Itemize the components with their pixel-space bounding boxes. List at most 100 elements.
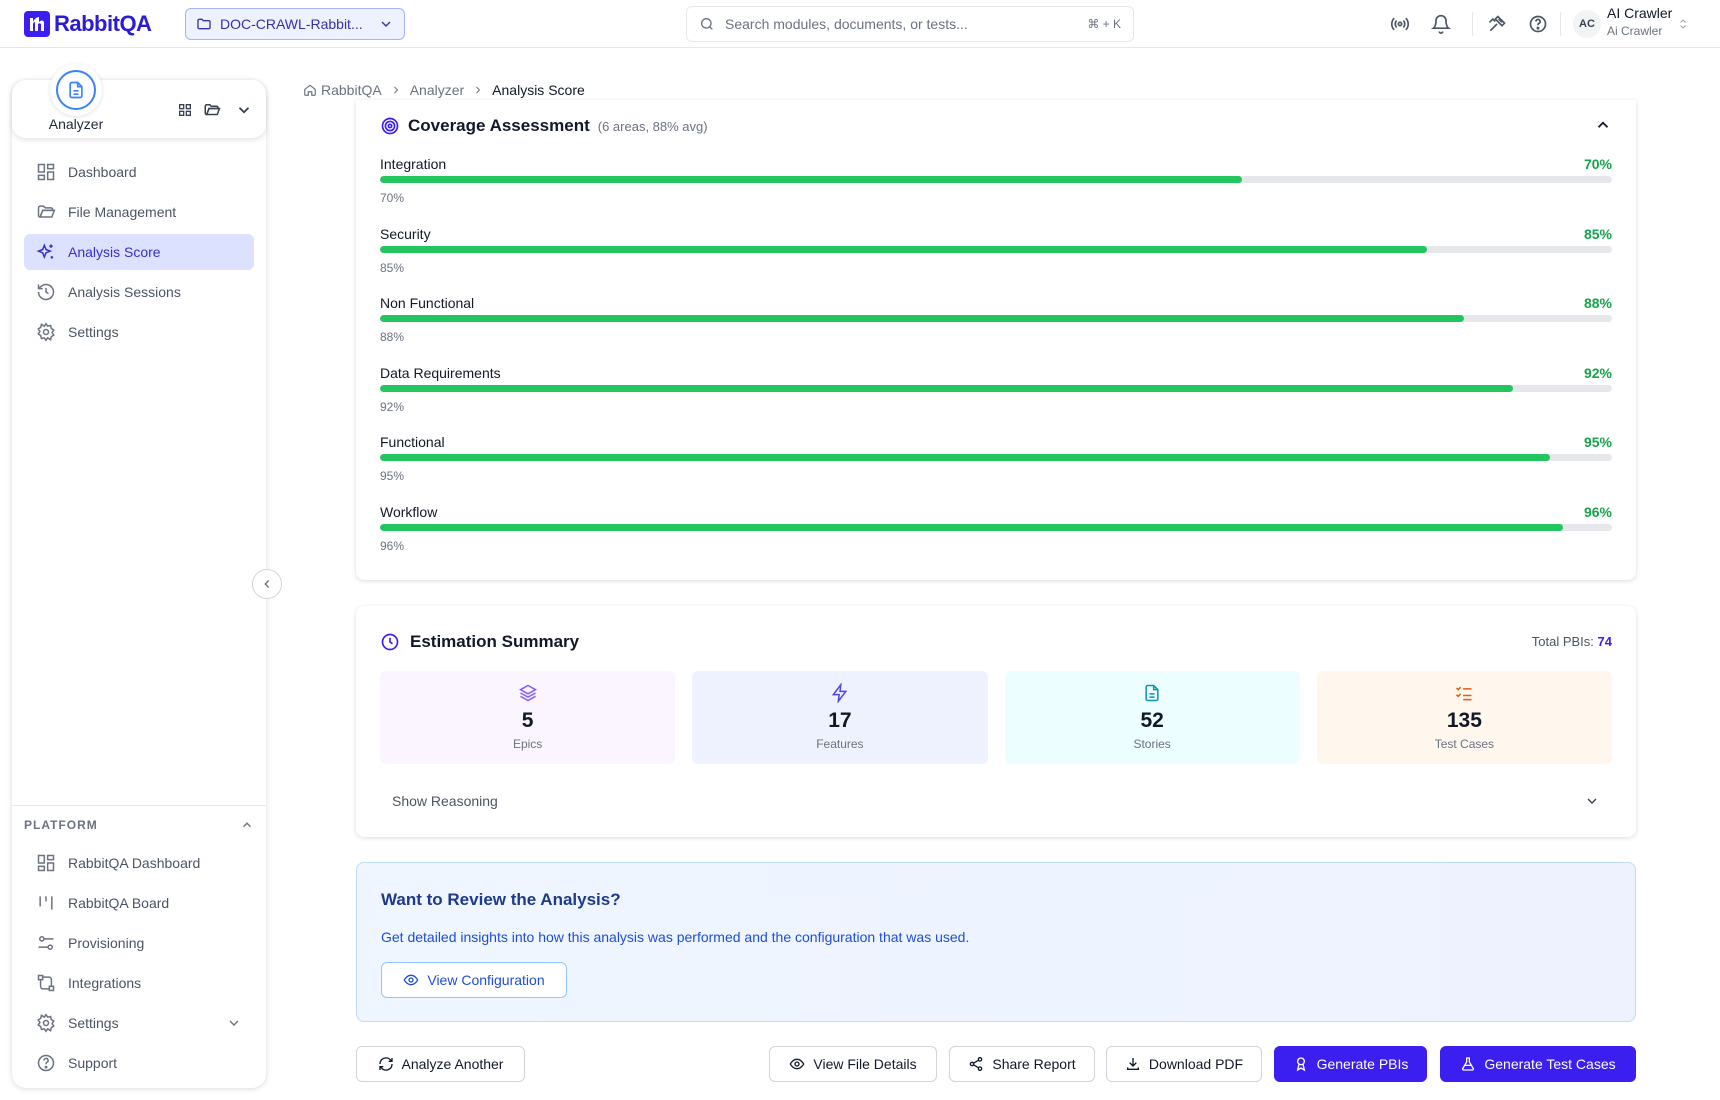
- user-menu[interactable]: AI Crawler Ai Crawler: [1607, 5, 1672, 38]
- search-input[interactable]: [725, 16, 1078, 32]
- board-icon: [36, 893, 56, 913]
- folder-icon: [36, 202, 56, 222]
- layers-icon: [518, 683, 538, 703]
- coverage-progress-fill: [380, 245, 1428, 253]
- sidebar-item-support[interactable]: Support: [24, 1045, 254, 1081]
- document-icon: [56, 70, 96, 110]
- review-title: Want to Review the Analysis?: [381, 890, 621, 909]
- download-pdf-button[interactable]: Download PDF: [1106, 1046, 1262, 1082]
- sidebar-item-dashboard[interactable]: Dashboard: [24, 154, 254, 190]
- generate-test-cases-label: Generate Test Cases: [1484, 1056, 1616, 1072]
- sidebar-item-rabbitqa-board[interactable]: RabbitQA Board: [24, 885, 254, 921]
- refresh-icon: [378, 1056, 394, 1072]
- analyze-another-label: Analyze Another: [401, 1056, 504, 1072]
- sidebar-item-label: Integrations: [68, 975, 142, 991]
- search-icon: [699, 16, 715, 32]
- breadcrumb-analyzer[interactable]: Analyzer: [409, 82, 465, 98]
- coverage-area-label: Non Functional: [380, 295, 475, 312]
- avatar[interactable]: AC: [1573, 10, 1601, 38]
- generate-test-cases-button[interactable]: Generate Test Cases: [1440, 1046, 1636, 1082]
- chevron-updown-icon[interactable]: [1677, 18, 1689, 30]
- breadcrumb: RabbitQA Analyzer Analysis Score: [303, 82, 585, 98]
- view-configuration-button[interactable]: View Configuration: [381, 962, 567, 998]
- coverage-area-label: Data Requirements: [380, 364, 501, 381]
- coverage-header: Coverage Assessment (6 areas, 88% avg): [380, 116, 708, 136]
- sidebar-item-label: RabbitQA Dashboard: [68, 855, 201, 871]
- sidebar-item-analysis-sessions[interactable]: Analysis Sessions: [24, 274, 254, 310]
- chevron-down-icon[interactable]: [226, 1015, 242, 1031]
- coverage-area-label: Functional: [380, 434, 445, 451]
- chevron-down-icon[interactable]: [235, 101, 253, 119]
- coverage-progress-track: [380, 384, 1612, 392]
- share-report-button[interactable]: Share Report: [949, 1046, 1095, 1082]
- review-analysis-callout: Want to Review the Analysis? Get detaile…: [356, 862, 1636, 1022]
- brand-logo[interactable]: RabbitQA: [24, 11, 152, 37]
- coverage-row: Security 85% 85%: [380, 226, 1612, 290]
- chevron-up-icon[interactable]: [240, 818, 254, 832]
- broadcast-icon[interactable]: [1390, 14, 1410, 34]
- sidebar-item-label: Support: [68, 1055, 118, 1071]
- project-name: DOC-CRAWL-Rabbit...: [220, 16, 363, 32]
- generate-pbis-label: Generate PBIs: [1316, 1056, 1409, 1072]
- coverage-progress-fill: [380, 524, 1563, 531]
- app-switcher: Analyzer: [12, 64, 266, 138]
- sidebar-item-file-management[interactable]: File Management: [24, 194, 254, 230]
- download-pdf-label: Download PDF: [1148, 1056, 1244, 1072]
- platform-heading: PLATFORM: [24, 818, 98, 832]
- chevron-right-icon: [390, 84, 402, 96]
- coverage-row: Integration 70% 70%: [380, 156, 1612, 220]
- platform-section-header[interactable]: PLATFORM: [24, 818, 254, 832]
- coverage-row: Workflow 96% 96%: [380, 504, 1612, 568]
- coverage-progress-track: [380, 245, 1612, 253]
- total-pbis-value: 74: [1597, 634, 1612, 649]
- sidebar-item-label: Settings: [68, 1015, 119, 1031]
- app-name: Analyzer: [48, 116, 104, 132]
- analyzer-app-badge[interactable]: [50, 64, 102, 116]
- download-icon: [1125, 1056, 1141, 1072]
- stories-count: 52: [1140, 709, 1164, 732]
- document-icon: [1142, 683, 1162, 703]
- sidebar-item-analysis-score[interactable]: Analysis Score: [24, 234, 254, 270]
- sidebar-item-platform-settings[interactable]: Settings: [24, 1005, 254, 1041]
- project-selector[interactable]: DOC-CRAWL-Rabbit...: [185, 8, 405, 40]
- sidebar-item-provisioning[interactable]: Provisioning: [24, 925, 254, 961]
- chevron-up-icon[interactable]: [1594, 116, 1612, 134]
- user-role: Ai Crawler: [1607, 24, 1663, 38]
- coverage-area-percent: 92%: [1583, 364, 1612, 381]
- checklist-icon: [1454, 683, 1474, 703]
- sidebar-item-settings[interactable]: Settings: [24, 314, 254, 350]
- coverage-progress-fill: [380, 384, 1514, 392]
- view-configuration-label: View Configuration: [427, 972, 545, 988]
- folder-open-icon[interactable]: [203, 101, 221, 119]
- view-file-details-button[interactable]: View File Details: [769, 1046, 937, 1082]
- coverage-area-label: Workflow: [380, 504, 438, 520]
- show-reasoning-toggle[interactable]: Show Reasoning: [380, 781, 1612, 821]
- coverage-progress-track: [380, 315, 1612, 323]
- search-shortcut: ⌘ + K: [1087, 17, 1121, 31]
- sliders-icon: [36, 933, 56, 953]
- epics-count: 5: [521, 709, 534, 732]
- total-pbis-label: Total PBIs:: [1531, 634, 1594, 649]
- sidebar-item-label: File Management: [68, 204, 177, 220]
- breadcrumb-rabbitqa[interactable]: RabbitQA: [321, 82, 382, 98]
- search-box[interactable]: ⌘ + K: [686, 6, 1134, 42]
- view-file-details-label: View File Details: [813, 1056, 917, 1072]
- coverage-area-caption: 85%: [380, 260, 405, 275]
- brand-name: RabbitQA: [54, 11, 152, 36]
- help-icon[interactable]: [1528, 14, 1548, 34]
- grid-icon[interactable]: [177, 102, 193, 118]
- tools-icon[interactable]: [1487, 14, 1507, 34]
- analyze-another-button[interactable]: Analyze Another: [356, 1046, 525, 1082]
- collapse-sidebar-button[interactable]: [252, 569, 282, 599]
- coverage-progress-fill: [380, 315, 1465, 323]
- chevron-down-icon: [1584, 793, 1600, 809]
- estimation-tiles: 5 Epics 17 Features 52 Stories 135 Test …: [380, 671, 1612, 764]
- bolt-icon: [830, 683, 850, 703]
- sidebar-item-rabbitqa-dashboard[interactable]: RabbitQA Dashboard: [24, 845, 254, 881]
- generate-pbis-button[interactable]: Generate PBIs: [1274, 1046, 1427, 1082]
- coverage-area-percent: 85%: [1583, 225, 1612, 242]
- sidebar-item-integrations[interactable]: Integrations: [24, 965, 254, 1001]
- show-reasoning-label: Show Reasoning: [392, 793, 498, 809]
- home-icon[interactable]: [303, 83, 317, 97]
- bell-icon[interactable]: [1431, 14, 1451, 34]
